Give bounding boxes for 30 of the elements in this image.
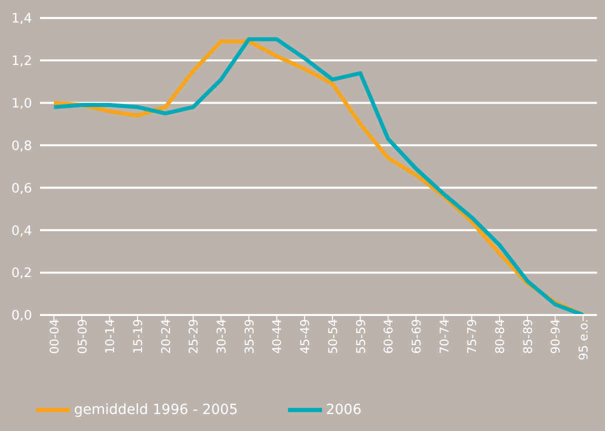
x-tick-label: 05-09 <box>75 319 90 354</box>
y-tick-label: 0,2 <box>11 266 32 282</box>
x-tick-label: 70-74 <box>437 319 452 354</box>
x-tick-label: 40-44 <box>270 319 284 354</box>
x-tick-label: 25-29 <box>186 319 201 354</box>
y-tick-label: 0,4 <box>11 224 32 239</box>
x-tick-label: 30-34 <box>214 319 229 354</box>
x-tick-label: 00-04 <box>47 319 62 354</box>
y-tick-label: 0,0 <box>11 308 32 324</box>
x-tick-label: 50-54 <box>326 319 340 354</box>
x-tick-label: 75-79 <box>465 319 480 354</box>
y-tick-label: 0,8 <box>11 138 32 154</box>
x-tick-label: 55-59 <box>354 319 368 354</box>
x-tick-label: 60-64 <box>382 319 396 354</box>
x-tick-label: 45-49 <box>298 319 312 354</box>
y-tick-label: 1,2 <box>11 54 32 70</box>
x-tick-label: 20-24 <box>158 319 173 354</box>
x-tick-label: 90-94 <box>548 319 563 354</box>
x-tick-label: 15-19 <box>130 319 145 354</box>
x-tick-label: 35-39 <box>242 319 256 354</box>
y-tick-label: 0,6 <box>11 181 32 196</box>
x-tick-label: 65-69 <box>409 319 424 354</box>
legend-label: 2006 <box>326 402 362 418</box>
legend-label: gemiddeld 1996 - 2005 <box>74 402 238 418</box>
x-tick-label: 95 e.o. <box>576 319 591 360</box>
x-tick-label: 10-14 <box>103 319 118 354</box>
y-tick-label: 1,0 <box>11 96 32 112</box>
y-tick-label: 1,4 <box>11 12 32 27</box>
x-tick-label: 85-89 <box>520 319 535 354</box>
x-tick-label: 80-84 <box>493 319 508 354</box>
